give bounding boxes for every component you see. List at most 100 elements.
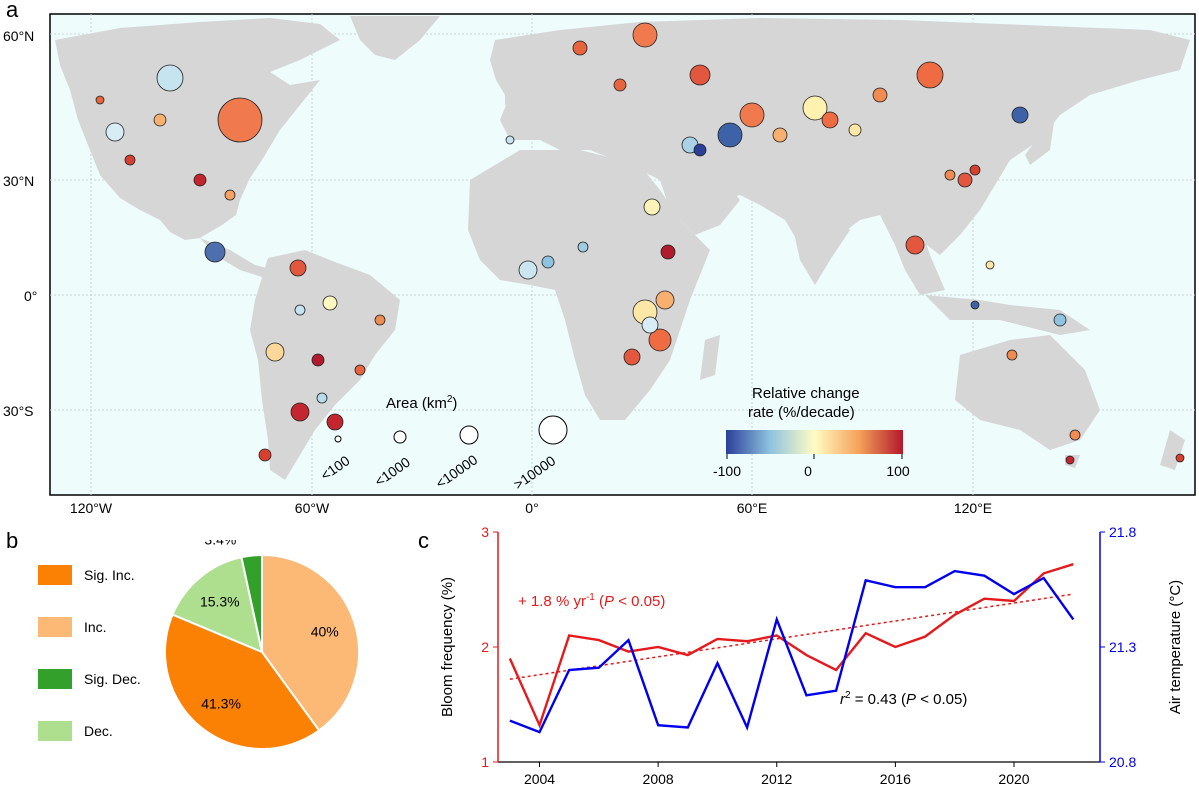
lake-bubble <box>641 316 659 334</box>
trend-line <box>509 593 1074 680</box>
lake-bubble <box>970 300 980 310</box>
lon-label-0: 0° <box>525 500 538 516</box>
world-map: Area (km2) <100 <1000 <10000 >10000 Rela… <box>3 13 1196 516</box>
land-greenland <box>350 16 440 60</box>
pie-slice <box>240 553 263 653</box>
r2-annotation: r2 = 0.43 (P < 0.05) <box>840 690 967 708</box>
right-y-tick-label: 20.8 <box>1109 754 1136 770</box>
lon-label-120w: 120°W <box>70 500 113 516</box>
lake-bubble <box>541 255 555 269</box>
lake-bubble <box>660 244 676 260</box>
land-indonesia <box>925 295 1090 335</box>
pie-legend-swatch <box>38 669 72 689</box>
land-new-zealand <box>1160 430 1185 470</box>
bloom-frequency-line <box>508 563 1074 729</box>
right-axis-title: Air temperature (°C) <box>1167 580 1184 714</box>
x-tick-label: 2012 <box>761 771 792 787</box>
lake-bubble <box>258 448 272 462</box>
lat-label-30s: 30°S <box>3 403 34 419</box>
lake-bubble <box>689 64 711 86</box>
pie-legend: Sig. Inc. Inc. Sig. Dec. Dec. <box>38 565 141 741</box>
lake-bubble <box>289 259 307 277</box>
lake-bubble <box>518 260 538 280</box>
land-india <box>790 210 850 285</box>
left-axis-title: Bloom frequency (%) <box>439 577 456 717</box>
x-tick-label: 2004 <box>524 771 555 787</box>
color-bar-tick-max: 100 <box>886 463 910 479</box>
lake-bubble <box>905 235 925 255</box>
color-legend-title-line2: rate (%/decade) <box>748 404 855 421</box>
lake-bubble <box>354 364 366 376</box>
area-size-circle-3 <box>459 425 479 445</box>
lat-label-60n: 60°N <box>3 28 34 44</box>
x-tick-label: 2016 <box>880 771 911 787</box>
lake-bubble <box>944 169 956 181</box>
lake-bubble <box>153 113 167 127</box>
land-north-america <box>55 18 340 240</box>
left-y-tick-label: 2 <box>481 639 489 655</box>
lake-bubble <box>872 87 888 103</box>
lake-bubble <box>848 123 862 137</box>
pie-legend-label: Sig. Inc. <box>84 567 135 583</box>
lake-bubble <box>648 328 672 352</box>
land-madagascar <box>700 335 720 380</box>
lake-bubble <box>1006 349 1018 361</box>
panel-label-b: b <box>6 528 19 553</box>
area-size-circle-2 <box>393 430 407 444</box>
pie-chart <box>164 553 360 750</box>
lake-bubble <box>717 122 743 148</box>
pie-slice <box>171 556 264 654</box>
lake-bubble <box>374 314 386 326</box>
pie-slice <box>261 553 360 732</box>
right-y-tick-label: 21.3 <box>1109 639 1136 655</box>
lake-bubble <box>193 173 207 187</box>
line-axes: 2004 2008 2012 2016 2020 1 2 3 20.8 21.3 21.8 Bloom… <box>439 524 1184 787</box>
lake-bubble <box>95 95 105 105</box>
lake-bubble <box>772 127 788 143</box>
lake-bubble <box>1053 313 1067 327</box>
lake-bubble <box>156 64 184 92</box>
lake-bubble <box>572 40 588 56</box>
area-size-legend <box>334 415 568 445</box>
lon-label-60e: 60°E <box>737 500 768 516</box>
area-size-circle-4 <box>538 415 568 445</box>
lake-bubble <box>739 102 765 128</box>
color-bar-tick-mid: 0 <box>804 463 812 479</box>
pie-legend-swatch <box>38 565 72 585</box>
lat-label-30n: 30°N <box>3 173 34 189</box>
lake-bubble <box>1069 429 1081 441</box>
line-series <box>508 563 1075 734</box>
left-y-tick-label: 1 <box>481 754 489 770</box>
land-arabia <box>660 175 740 235</box>
pie-legend-label: Sig. Dec. <box>84 671 141 687</box>
lat-label-0: 0° <box>24 288 37 304</box>
lake-bubble <box>1175 453 1185 463</box>
lon-label-60w: 60°W <box>295 500 330 516</box>
pie-slice-label: 41.3% <box>201 696 241 712</box>
pie-slice-label: 3.4% <box>204 540 236 548</box>
land-japan <box>1025 110 1055 165</box>
left-y-tick-label: 3 <box>481 524 489 540</box>
x-tick-label: 2020 <box>998 771 1029 787</box>
pie-legend-label: Dec. <box>84 723 113 739</box>
pie-legend-swatch <box>38 721 72 741</box>
lake-bubble <box>316 392 328 404</box>
pie-legend-swatch <box>38 617 72 637</box>
land-eurasia <box>490 18 1190 255</box>
panel-label-a: a <box>6 0 19 22</box>
lake-bubble <box>632 22 658 48</box>
lake-bubble <box>821 111 839 129</box>
land-masses <box>55 16 1190 480</box>
lake-bubble <box>655 290 675 310</box>
lake-bubble <box>1065 455 1075 465</box>
land-africa <box>468 150 710 420</box>
lake-bubble <box>613 78 627 92</box>
land-britain <box>505 68 522 105</box>
lake-bubble <box>643 198 661 216</box>
pie-panel: Sig. Inc. Inc. Sig. Dec. Dec. 40% 41.3% 15.3%… <box>38 540 360 750</box>
lake-bubble <box>217 97 263 143</box>
land-australia <box>955 335 1100 450</box>
pie-slice-label: 40% <box>311 624 339 640</box>
lake-bubble <box>224 189 236 201</box>
lake-bubble <box>294 304 306 316</box>
